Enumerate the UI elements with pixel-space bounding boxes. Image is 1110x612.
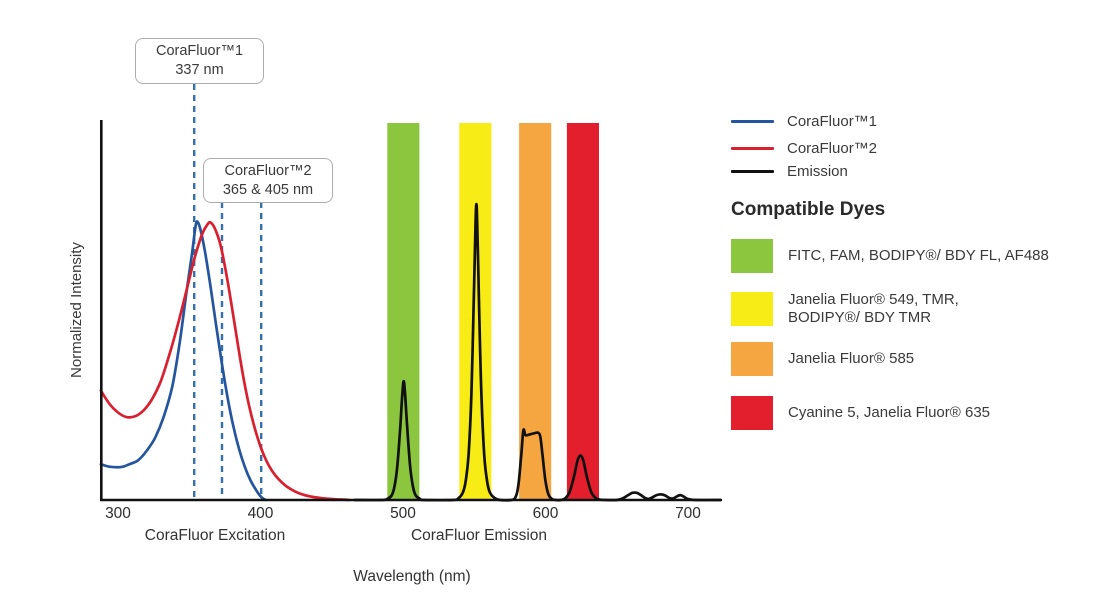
legend-label: Emission xyxy=(787,163,848,180)
compatible-dyes-list: FITC, FAM, BODIPY®/ BDY FL, AF488 Janelia… xyxy=(731,239,1101,430)
callout-corafluor1-name: CoraFluor™1 xyxy=(155,43,244,59)
dye-row-2: Janelia Fluor® 549, TMR, BODIPY®/ BDY TMR xyxy=(731,291,1101,327)
callout-corafluor2: CoraFluor™2 365 & 405 nm xyxy=(203,158,333,203)
green-filter-window xyxy=(387,123,420,500)
dye-row-1: FITC, FAM, BODIPY®/ BDY FL, AF488 xyxy=(731,239,1101,273)
legend-line-swatch xyxy=(731,120,774,123)
dye-row-3: Janelia Fluor® 585 xyxy=(731,342,1101,376)
x-tick-300: 300 xyxy=(105,505,131,522)
x-tick-500: 500 xyxy=(390,505,416,522)
legend-line-swatch xyxy=(731,170,774,173)
x-tick-600: 600 xyxy=(532,505,559,522)
callout-corafluor1-value: 337 nm xyxy=(175,62,224,78)
dye-label: Janelia Fluor® 549, TMR, BODIPY®/ BDY TMR xyxy=(788,291,959,326)
x-axis-label: Wavelength (nm) xyxy=(353,568,471,585)
legend-line-swatch xyxy=(731,147,774,150)
dye-color-swatch xyxy=(731,342,773,376)
dye-color-swatch xyxy=(731,292,773,326)
legend-row-1: CoraFluor™1 xyxy=(731,113,877,130)
legend-row-3: Emission xyxy=(731,163,877,180)
y-axis-label: Normalized Intensity xyxy=(68,242,85,378)
legend-label: CoraFluor™1 xyxy=(787,113,878,130)
curve-corafluor-2-excitation xyxy=(99,220,351,502)
callout-corafluor2-name: CoraFluor™2 xyxy=(224,162,312,179)
emission-region-label: CoraFluor Emission xyxy=(410,527,548,544)
dye-color-swatch xyxy=(731,396,773,430)
excitation-region-label: CoraFluor Excitation xyxy=(144,527,286,544)
orange-filter-window xyxy=(519,123,552,500)
dye-label: Janelia Fluor® 585 xyxy=(788,350,915,367)
callout-corafluor2-value: 365 & 405 nm xyxy=(222,181,314,198)
callout-corafluor1: CoraFluor™1 337 nm xyxy=(135,38,264,84)
dye-color-swatch xyxy=(731,239,773,273)
curve-corafluor-1-excitation xyxy=(99,220,268,502)
legend-label: CoraFluor™2 xyxy=(787,140,878,157)
red-filter-window xyxy=(566,123,599,500)
legend-row-2: CoraFluor™2 xyxy=(731,140,877,157)
dye-label: FITC, FAM, BODIPY®/ BDY FL, AF488 xyxy=(788,247,1049,264)
dye-row-4: Cyanine 5, Janelia Fluor® 635 xyxy=(731,396,1101,430)
x-tick-700: 700 xyxy=(675,505,701,522)
dye-label: Cyanine 5, Janelia Fluor® 635 xyxy=(788,404,991,421)
legend: CoraFluor™1 CoraFluor™2 Emission xyxy=(731,113,877,180)
yellow-filter-window xyxy=(459,123,492,500)
x-tick-400: 400 xyxy=(247,505,274,522)
compatible-dyes-heading: Compatible Dyes xyxy=(731,199,886,220)
